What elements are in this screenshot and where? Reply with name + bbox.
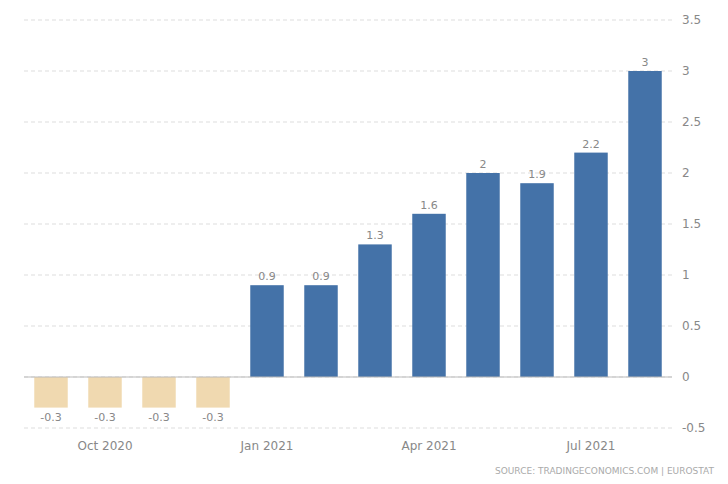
grid-line xyxy=(24,122,672,123)
y-tick-label: 1 xyxy=(682,268,690,282)
data-label: 2.2 xyxy=(582,138,600,151)
x-tick-label: Apr 2021 xyxy=(401,439,456,453)
bar xyxy=(196,377,229,408)
bar xyxy=(466,173,499,377)
y-tick-label: 0 xyxy=(682,370,690,384)
bar xyxy=(34,377,67,408)
bar xyxy=(628,71,661,377)
data-label: 3 xyxy=(642,56,649,69)
data-label: 1.6 xyxy=(420,199,438,212)
data-label: -0.3 xyxy=(202,411,223,424)
bar xyxy=(304,285,337,377)
chart: -0.5 0 0.5 1 1.5 2 2.5 3 3.5 -0.3 -0.3 -0.3 -0.3 0.9 0… xyxy=(0,0,728,484)
data-label: -0.3 xyxy=(148,411,169,424)
y-tick-label: 1.5 xyxy=(682,217,701,231)
x-tick-label: Oct 2020 xyxy=(77,439,132,453)
bars xyxy=(34,71,661,408)
y-tick-label: -0.5 xyxy=(682,421,705,435)
data-label: 0.9 xyxy=(312,270,330,283)
data-label: 1.9 xyxy=(528,168,546,181)
grid-line xyxy=(24,377,672,378)
bar xyxy=(142,377,175,408)
bar xyxy=(574,153,607,377)
data-label: 1.3 xyxy=(366,229,384,242)
grid-line xyxy=(24,428,672,429)
y-tick-label: 0.5 xyxy=(682,319,701,333)
y-tick-label: 3 xyxy=(682,64,690,78)
y-tick-label: 2 xyxy=(682,166,690,180)
source-note: SOURCE: TRADINGECONOMICS.COM | EUROSTAT xyxy=(495,466,715,476)
x-tick-label: Jul 2021 xyxy=(566,439,616,453)
y-tick-label: 2.5 xyxy=(682,115,701,129)
bar xyxy=(358,244,391,377)
grid xyxy=(24,20,672,428)
data-label: 2 xyxy=(480,158,487,171)
bar xyxy=(88,377,121,408)
data-label: -0.3 xyxy=(40,411,61,424)
grid-line xyxy=(24,71,672,72)
y-tick-label: 3.5 xyxy=(682,13,701,27)
zero-line xyxy=(24,377,672,378)
data-label: -0.3 xyxy=(94,411,115,424)
data-label: 0.9 xyxy=(258,270,276,283)
bar xyxy=(412,214,445,377)
bar xyxy=(250,285,283,377)
bar xyxy=(520,183,553,377)
x-tick-label: Jan 2021 xyxy=(240,439,294,453)
grid-line xyxy=(24,20,672,21)
